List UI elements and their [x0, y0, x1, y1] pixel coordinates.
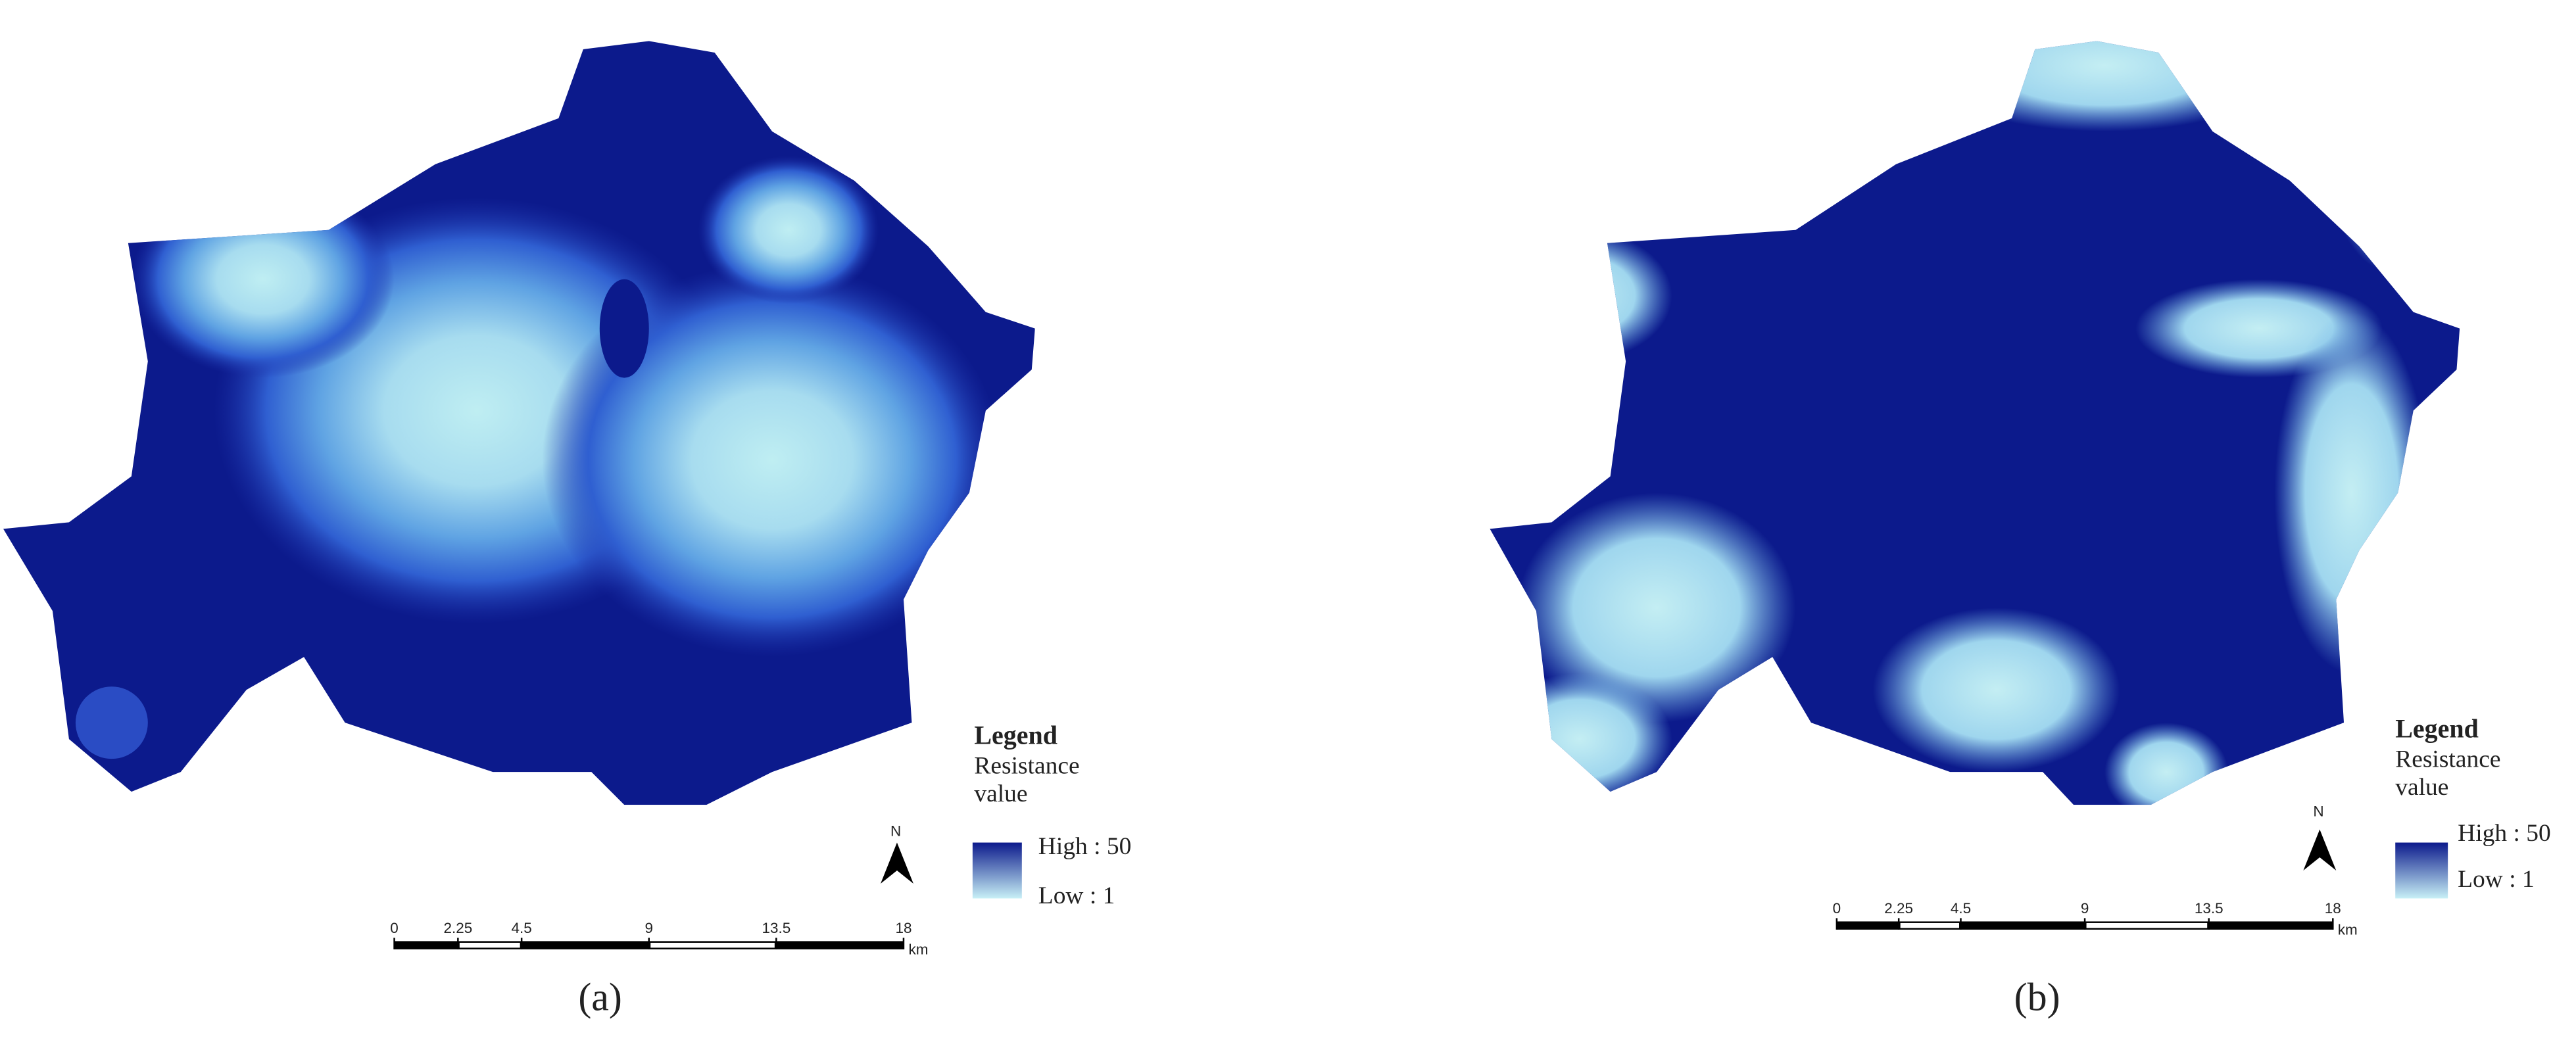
legend-low: Low : 1: [1038, 883, 1115, 910]
scale-segment: [650, 942, 775, 948]
scale-label: 0: [390, 920, 399, 936]
scale-label: 4.5: [512, 920, 532, 936]
scale-label: 13.5: [2195, 900, 2224, 917]
scale-segment: [459, 942, 520, 948]
scale-label: 18: [895, 920, 911, 936]
scale-bars: 0 2.25 4.5 9 13.5 18 km 0 2.25 4.5 9 13.5 18 km: [390, 900, 2357, 957]
caption: (b): [2014, 977, 2060, 1020]
legend-high: High : 50: [2458, 821, 2551, 848]
legend-field: Resistance value: [2395, 747, 2501, 802]
north-label: N: [2313, 803, 2324, 820]
scale-segment: [1900, 922, 1959, 928]
map-a: [3, 41, 1035, 805]
scale-label: 4.5: [1951, 900, 1971, 917]
legend-title: Legend: [2395, 716, 2479, 744]
legend-ramp: [2395, 842, 2448, 899]
scale-unit: km: [2338, 921, 2358, 938]
scale-segment: [2086, 922, 2208, 928]
scale-label: 9: [644, 920, 653, 936]
legend-high: High : 50: [1038, 834, 1132, 861]
scale-label: 13.5: [762, 920, 790, 936]
north-arrow: [2303, 829, 2337, 871]
scale-label: 18: [2325, 900, 2341, 917]
scale-label: 0: [1833, 900, 1841, 917]
legend-ramp: [972, 842, 1022, 899]
north-label: N: [890, 823, 902, 840]
scale-label: 2.25: [443, 920, 472, 936]
legend-field: Resistance value: [974, 753, 1080, 809]
legend-low: Low : 1: [2458, 867, 2535, 894]
scale-label: 2.25: [1884, 900, 1913, 917]
caption: (a): [578, 977, 622, 1020]
scale-unit: km: [908, 941, 928, 957]
north-arrow: [880, 842, 913, 884]
map-b: [1490, 41, 2460, 805]
scale-label: 9: [2081, 900, 2089, 917]
legend-title: Legend: [974, 723, 1057, 751]
